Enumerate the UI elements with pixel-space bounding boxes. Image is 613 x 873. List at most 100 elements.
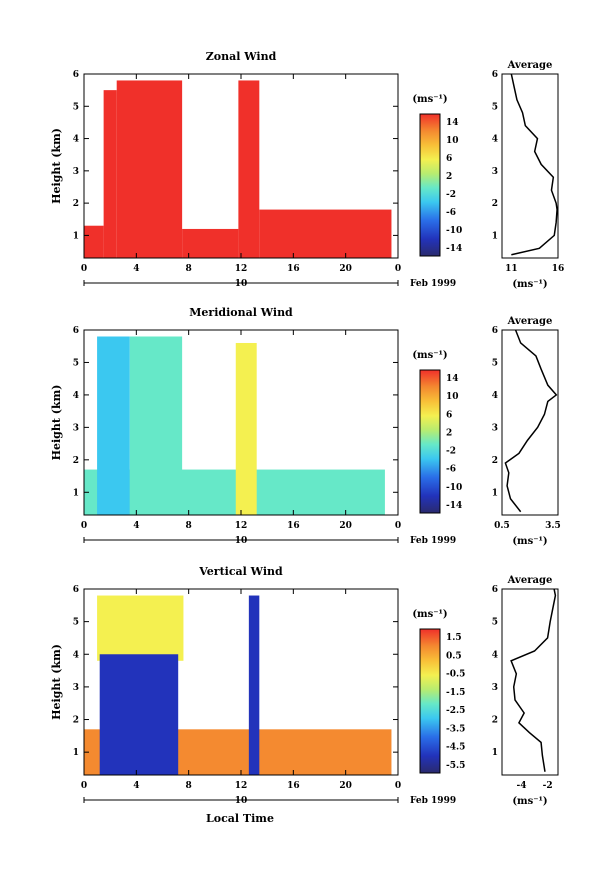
x-tick-label: 4: [133, 781, 139, 791]
x-tick-label: 0: [395, 264, 401, 274]
x-tick-label: 8: [186, 781, 192, 791]
colorbar-tick-label: 2: [446, 428, 452, 438]
average-x-label: (ms⁻¹): [512, 279, 547, 290]
average-y-tick-label: 1: [492, 488, 498, 498]
average-profile: [510, 588, 557, 772]
x-tick-label: 12: [235, 521, 248, 531]
y-tick-label: 2: [73, 716, 79, 726]
day-label: 10: [235, 279, 248, 289]
average-title: Average: [507, 575, 553, 586]
date-label: Feb 1999: [410, 279, 456, 289]
average-x-tick-label: 11: [505, 264, 518, 274]
average-title: Average: [507, 60, 553, 71]
x-tick-label: 12: [235, 781, 248, 791]
colorbar-tick-label: 1.5: [446, 633, 462, 643]
average-y-tick-label: 4: [492, 650, 498, 660]
panel-title: Meridional Wind: [189, 306, 293, 319]
colorbar: [419, 628, 441, 774]
x-tick-label: 12: [235, 264, 248, 274]
average-y-tick-label: 5: [492, 102, 498, 112]
colorbar-tick-label: 0.5: [446, 651, 462, 661]
average-frame: [501, 588, 559, 776]
average-y-tick-label: 3: [492, 167, 498, 177]
panel-title: Zonal Wind: [206, 50, 277, 63]
x-tick-label: 8: [186, 521, 192, 531]
colorbar-tick-label: -4.5: [446, 743, 465, 753]
y-axis-label: Height (km): [50, 385, 63, 461]
average-x-label: (ms⁻¹): [512, 536, 547, 547]
y-tick-label: 5: [73, 358, 79, 368]
average-x-tick-label: 3.5: [545, 521, 561, 531]
y-tick-label: 1: [73, 231, 79, 241]
x-tick-label: 20: [339, 264, 352, 274]
colorbar-unit: (ms⁻¹): [412, 609, 447, 620]
average-x-tick-label: 16: [552, 264, 565, 274]
heatmap-block: [99, 654, 179, 775]
y-tick-label: 4: [73, 135, 79, 145]
average-y-tick-label: 1: [492, 231, 498, 241]
colorbar-tick-label: -2: [446, 447, 456, 457]
y-tick-label: 6: [73, 70, 79, 80]
colorbar: [419, 369, 441, 514]
average-x-label: (ms⁻¹): [512, 796, 547, 807]
x-tick-label: 16: [287, 264, 300, 274]
heatmap-block: [182, 228, 239, 258]
y-tick-label: 2: [73, 199, 79, 209]
heatmap-block: [84, 225, 104, 258]
average-frame: [501, 329, 559, 516]
x-tick-label: 0: [81, 264, 87, 274]
y-tick-label: 3: [73, 423, 79, 433]
x-tick-label: 4: [133, 264, 139, 274]
date-label: Feb 1999: [410, 536, 456, 546]
y-tick-label: 3: [73, 167, 79, 177]
y-tick-label: 4: [73, 391, 79, 401]
colorbar-tick-label: -6: [446, 465, 456, 475]
x-tick-label: 16: [287, 781, 300, 791]
y-tick-label: 4: [73, 650, 79, 660]
panel-title: Vertical Wind: [198, 565, 283, 578]
colorbar-tick-label: -0.5: [446, 670, 465, 680]
colorbar-tick-label: -2: [446, 190, 456, 200]
colorbar-tick-label: 6: [446, 410, 452, 420]
colorbar-tick-label: -3.5: [446, 724, 465, 734]
colorbar-tick-label: 10: [446, 136, 459, 146]
colorbar-tick-label: -6: [446, 208, 456, 218]
x-tick-label: 0: [395, 781, 401, 791]
colorbar-tick-label: -10: [446, 483, 462, 493]
colorbar-tick-label: -14: [446, 501, 462, 511]
heatmap-block: [129, 336, 183, 515]
y-tick-label: 5: [73, 618, 79, 628]
y-tick-label: 5: [73, 102, 79, 112]
colorbar-tick-label: -5.5: [446, 761, 465, 771]
x-tick-label: 0: [81, 521, 87, 531]
average-title: Average: [507, 316, 553, 327]
average-y-tick-label: 2: [492, 199, 498, 209]
average-y-tick-label: 3: [492, 423, 498, 433]
y-tick-label: 1: [73, 748, 79, 758]
day-label: 10: [235, 796, 248, 806]
heatmap-block: [97, 336, 130, 515]
average-y-tick-label: 2: [492, 716, 498, 726]
colorbar-tick-label: -10: [446, 226, 462, 236]
heatmap-block: [116, 80, 183, 258]
date-label: Feb 1999: [410, 796, 456, 806]
x-tick-label: 0: [81, 781, 87, 791]
average-y-tick-label: 6: [492, 70, 498, 80]
colorbar-unit: (ms⁻¹): [412, 350, 447, 361]
colorbar: [419, 113, 441, 257]
x-tick-label: 16: [287, 521, 300, 531]
average-y-tick-label: 4: [492, 135, 498, 145]
heatmap-block: [259, 209, 392, 258]
local-time-label: Local Time: [206, 812, 274, 825]
heatmap-block: [97, 595, 184, 661]
average-x-tick-label: -4: [517, 781, 527, 791]
colorbar-tick-label: 10: [446, 392, 459, 402]
average-y-tick-label: 5: [492, 358, 498, 368]
y-tick-label: 3: [73, 683, 79, 693]
y-tick-label: 2: [73, 456, 79, 466]
heatmap-block: [248, 595, 260, 775]
colorbar-tick-label: 14: [446, 374, 459, 384]
